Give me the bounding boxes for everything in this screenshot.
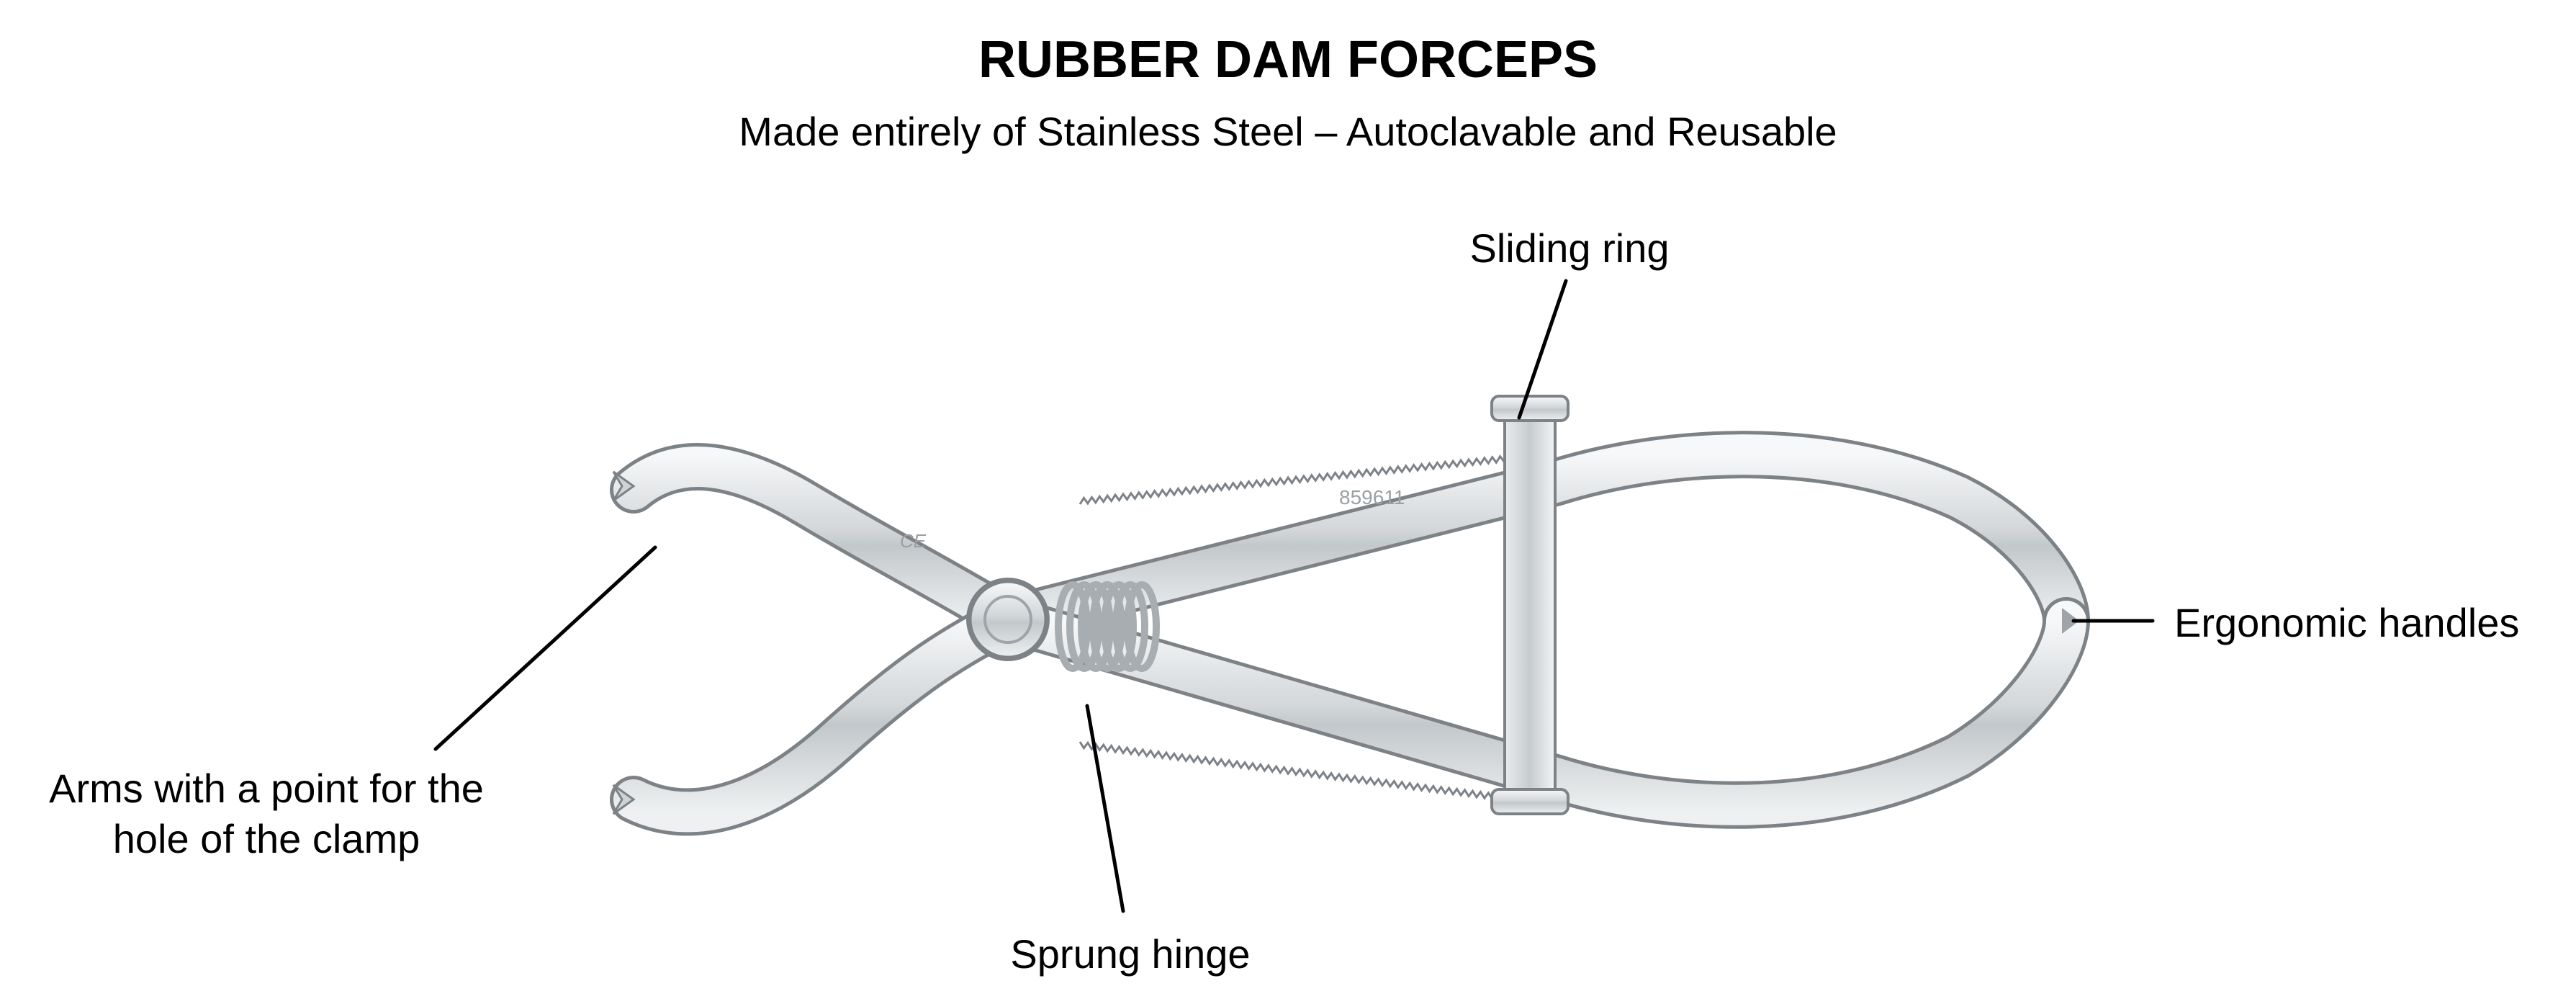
label-sprung-hinge: Sprung hinge: [986, 929, 1274, 980]
diagram-canvas: RUBBER DAM FORCEPS Made entirely of Stai…: [0, 0, 2576, 1004]
svg-text:859611: 859611: [1339, 486, 1405, 508]
page-title: RUBBER DAM FORCEPS: [0, 30, 2576, 89]
callout-lines: [436, 281, 2153, 911]
svg-text:CE: CE: [900, 530, 927, 552]
forceps-illustration: 859611 CE: [613, 396, 2079, 814]
label-ergonomic-handles: Ergonomic handles: [2174, 598, 2563, 648]
label-arms: Arms with a point for the hole of the cl…: [7, 763, 526, 864]
page-subtitle: Made entirely of Stainless Steel – Autoc…: [0, 108, 2576, 155]
label-sliding-ring: Sliding ring: [1426, 223, 1713, 274]
